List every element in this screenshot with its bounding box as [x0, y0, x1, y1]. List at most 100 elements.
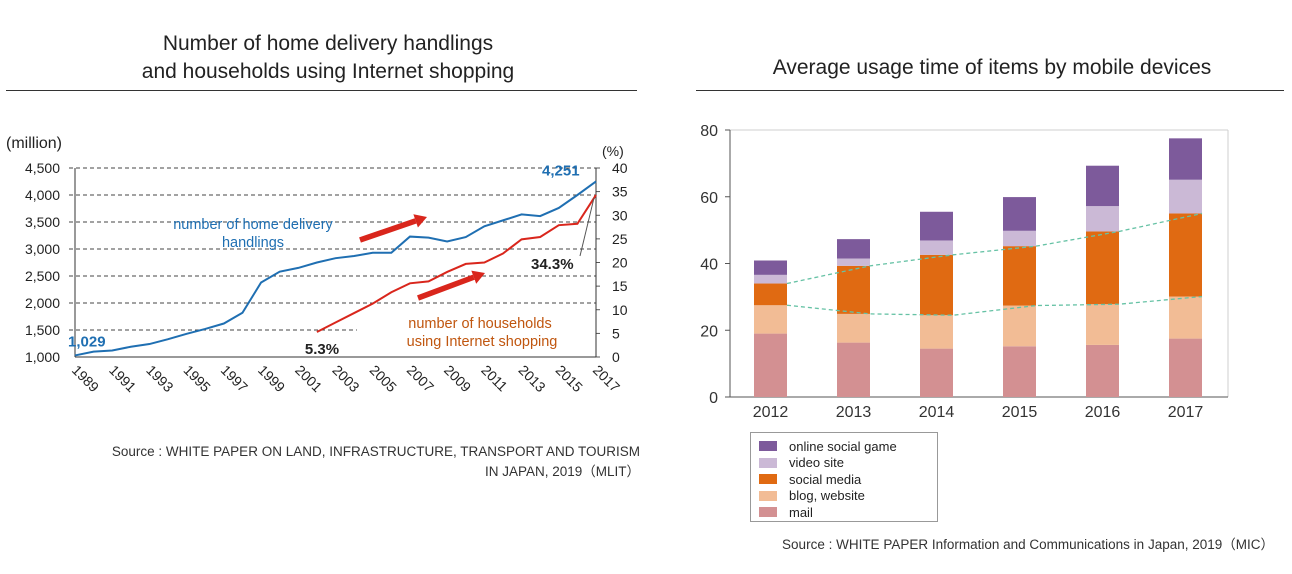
bar-segment-blog-website [1086, 304, 1119, 345]
x-tick-label: 1995 [181, 362, 214, 395]
x-tick-label: 1991 [106, 362, 139, 395]
right-y-tick-label: 30 [612, 207, 628, 223]
right-chart-title: Average usage time of items by mobile de… [772, 56, 1212, 79]
trend-connector-upper [786, 212, 1203, 285]
series-line-home-delivery [74, 180, 597, 357]
bar-segment-mail [1169, 338, 1202, 397]
bar-y-tick-label: 40 [700, 257, 718, 274]
right-title-rule [696, 90, 1284, 91]
bar-segment-blog-website [1003, 305, 1036, 347]
bar-segment-social-media [1086, 231, 1119, 305]
bar-x-tick-label: 2017 [1168, 404, 1204, 421]
bar-segment-blog-website [1169, 296, 1202, 339]
left-title-line-2: and households using Internet shopping [141, 60, 515, 83]
right-y-tick-label: 20 [612, 255, 628, 271]
chart-legend: online social game video site social media… [750, 432, 938, 522]
bar-segment-mail [754, 333, 787, 397]
right-y-tick-label: 35 [612, 184, 628, 200]
left-y-tick-label: 1,500 [25, 322, 60, 338]
legend-label: mail [789, 504, 813, 520]
bar-x-tick-label: 2014 [919, 404, 955, 421]
left-y-tick-label: 3,000 [25, 241, 60, 257]
x-tick-label: 2015 [553, 362, 586, 395]
households-series-label-line-2: using Internet shopping [407, 334, 558, 350]
legend-swatch [759, 474, 777, 485]
x-tick-label: 1993 [143, 362, 176, 395]
left-title-line-1: Number of home delivery handlings [162, 32, 494, 55]
x-tick-label: 2011 [478, 362, 511, 395]
delivery-series-label-line-1: number of home delivery [173, 217, 333, 233]
delivery-end-label: 4,251 [542, 162, 580, 179]
left-source-line-2: IN JAPAN, 2019（MLIT） [484, 464, 640, 479]
bar-segment-social-media [754, 283, 787, 306]
households-start-label: 5.3% [305, 341, 339, 358]
legend-label: social media [789, 471, 862, 487]
bar-segment-mail [837, 342, 870, 397]
bar-x-tick-label: 2013 [836, 404, 872, 421]
bar-segment-online-social-game [754, 260, 787, 275]
bar-segment-social-media [920, 254, 953, 316]
bar-segment-video-site [1169, 179, 1202, 214]
trend-connector-lower [786, 295, 1203, 316]
bar-segment-mail [920, 348, 953, 397]
right-axis-unit: (%) [602, 143, 624, 159]
bar-y-tick-label: 60 [700, 190, 718, 207]
left-source-line-1: Source : WHITE PAPER ON LAND, INFRASTRUC… [111, 444, 640, 459]
bar-segment-online-social-game [1169, 138, 1202, 180]
right-y-tick-label: 25 [612, 231, 628, 247]
bar-segment-mail [1003, 346, 1036, 397]
bar-x-tick-label: 2015 [1002, 404, 1038, 421]
bar-segment-online-social-game [1003, 197, 1036, 231]
bar-x-tick-label: 2012 [753, 404, 789, 421]
left-y-tick-label: 4,500 [25, 160, 60, 176]
x-tick-label: 1997 [218, 362, 251, 395]
left-line-chart: (million) (%) 1,000 1,500 2,000 2,500 3,000 3,5… [6, 135, 628, 395]
households-series-label-line-1: number of households [408, 316, 552, 332]
legend-swatch [759, 507, 777, 518]
delivery-start-label: 1,029 [68, 333, 106, 350]
left-y-tick-label: 1,000 [25, 349, 60, 365]
left-y-tick-label: 3,500 [25, 214, 60, 230]
x-tick-label: 2005 [367, 362, 400, 395]
bar-segment-social-media [837, 265, 870, 314]
left-source: Source : WHITE PAPER ON LAND, INFRASTRUC… [40, 442, 640, 482]
x-tick-label: 1999 [255, 362, 288, 395]
legend-label: video site [789, 455, 844, 471]
legend-swatch [759, 457, 777, 468]
series-line-households [316, 194, 597, 333]
bar-segment-video-site [1086, 206, 1119, 232]
bar-segment-video-site [754, 274, 787, 284]
trend-arrow-delivery [359, 214, 427, 243]
left-y-tick-label: 2,500 [25, 268, 60, 284]
trend-arrow-households [417, 270, 485, 301]
legend-label: blog, website [789, 488, 865, 504]
legend-item: mail [759, 504, 937, 521]
x-tick-label: 2001 [292, 362, 325, 395]
bar-segment-blog-website [920, 315, 953, 349]
x-tick-label: 2007 [404, 362, 437, 395]
left-y-tick-label: 4,000 [25, 187, 60, 203]
right-y-tick-label: 15 [612, 278, 628, 294]
legend-label: online social game [789, 438, 897, 454]
x-tick-label: 2013 [515, 362, 548, 395]
bar-segment-social-media [1003, 246, 1036, 306]
x-tick-label: 2009 [441, 362, 474, 395]
legend-item: social media [759, 471, 937, 488]
legend-swatch [759, 490, 777, 501]
x-tick-label: 2017 [590, 362, 623, 395]
right-y-tick-label: 0 [612, 349, 620, 365]
delivery-series-label-line-2: handlings [222, 235, 284, 251]
right-y-tick-label: 5 [612, 325, 620, 341]
legend-item: online social game [759, 438, 937, 455]
right-y-tick-label: 40 [612, 160, 628, 176]
bar-segment-online-social-game [837, 239, 870, 259]
bar-segment-online-social-game [1086, 165, 1119, 207]
left-title-rule [6, 90, 637, 91]
bar-y-tick-label: 0 [709, 390, 718, 407]
bar-x-tick-label: 2016 [1085, 404, 1121, 421]
legend-item: blog, website [759, 488, 937, 505]
bar-y-tick-label: 80 [700, 123, 718, 140]
households-end-label: 34.3% [531, 256, 574, 273]
right-y-tick-label: 10 [612, 302, 628, 318]
bar-segment-video-site [1003, 230, 1036, 247]
